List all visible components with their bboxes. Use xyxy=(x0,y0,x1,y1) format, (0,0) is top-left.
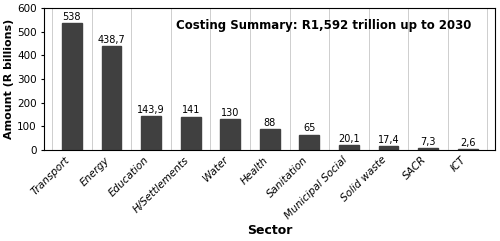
Text: 141: 141 xyxy=(182,105,200,115)
Text: 143,9: 143,9 xyxy=(138,105,165,115)
Text: 538: 538 xyxy=(62,12,81,22)
Bar xyxy=(300,134,320,150)
Text: 20,1: 20,1 xyxy=(338,134,360,144)
Bar xyxy=(458,149,477,150)
Text: 7,3: 7,3 xyxy=(420,137,436,147)
Bar xyxy=(378,146,398,150)
Bar xyxy=(62,23,82,150)
Bar xyxy=(102,46,121,150)
Text: Costing Summary: R1,592 trillion up to 2030: Costing Summary: R1,592 trillion up to 2… xyxy=(176,19,472,32)
Text: 2,6: 2,6 xyxy=(460,138,475,148)
Y-axis label: Amount (R billions): Amount (R billions) xyxy=(4,19,14,139)
Bar xyxy=(220,119,240,150)
Text: 88: 88 xyxy=(264,118,276,128)
Bar xyxy=(339,145,359,150)
Bar xyxy=(260,129,280,150)
Text: 17,4: 17,4 xyxy=(378,135,400,145)
Text: 130: 130 xyxy=(221,108,240,118)
Text: 438,7: 438,7 xyxy=(98,35,126,45)
Bar xyxy=(418,148,438,150)
Text: 65: 65 xyxy=(303,123,316,133)
Bar xyxy=(181,117,201,150)
Bar xyxy=(141,116,161,150)
X-axis label: Sector: Sector xyxy=(247,224,292,237)
